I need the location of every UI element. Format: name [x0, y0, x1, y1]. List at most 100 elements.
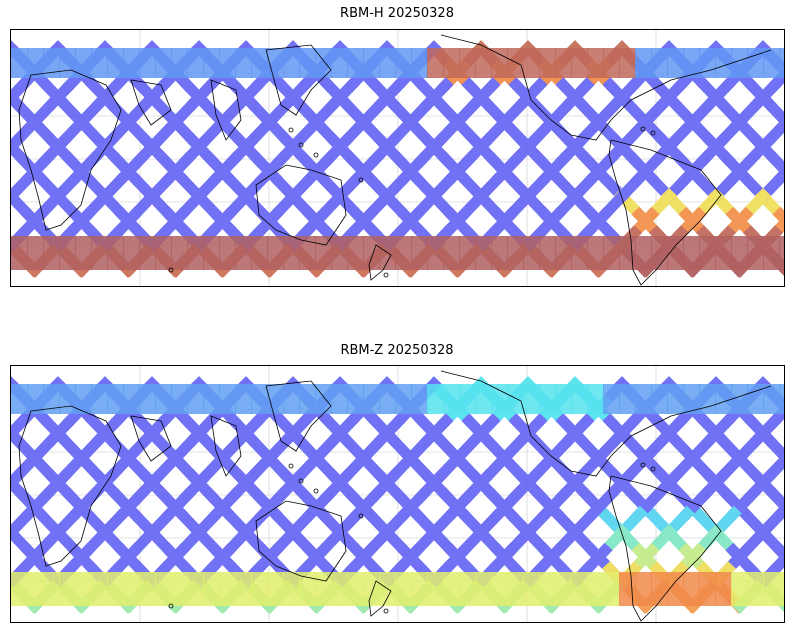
north-band-cell — [395, 48, 412, 78]
coastline-path — [608, 475, 722, 622]
south-band-cell — [235, 236, 252, 270]
south-band-cell — [267, 236, 284, 270]
south-band-cell — [571, 572, 588, 606]
swath-segment — [11, 77, 31, 106]
south-band-cell — [91, 236, 108, 270]
north-band-cell — [427, 48, 444, 78]
south-band-cell — [251, 236, 268, 270]
south-band-cell — [507, 572, 524, 606]
south-band-cell — [571, 236, 588, 270]
north-band-cell — [555, 48, 572, 78]
coastline-path — [255, 164, 347, 246]
north-band-cell — [283, 48, 300, 78]
coastline-path — [265, 380, 332, 452]
coastline-path — [130, 415, 172, 462]
south-band-cell — [459, 572, 476, 606]
north-band-cell — [107, 384, 124, 414]
north-band-cell — [619, 48, 636, 78]
north-band-cell — [171, 48, 188, 78]
north-band-cell — [667, 384, 684, 414]
south-band-cell — [651, 572, 668, 606]
south-band-cell — [667, 236, 684, 270]
south-band-cell — [411, 236, 428, 270]
south-band-cell — [43, 236, 60, 270]
coastline-path — [265, 44, 332, 116]
north-band-cell — [235, 384, 252, 414]
north-band-cell — [27, 48, 44, 78]
coastline-path — [368, 580, 392, 617]
north-band-cell — [315, 48, 332, 78]
south-band-cell — [779, 236, 784, 270]
island-mark — [383, 272, 389, 278]
south-band-cell — [619, 572, 636, 606]
south-band-cell — [139, 236, 156, 270]
south-band-cell — [523, 572, 540, 606]
south-band-cell — [107, 572, 124, 606]
south-band-cell — [139, 572, 156, 606]
south-band-cell — [315, 236, 332, 270]
north-band-cell — [443, 48, 460, 78]
south-band-cell — [731, 572, 748, 606]
north-band-cell — [331, 48, 348, 78]
south-band-cell — [203, 236, 220, 270]
south-band-cell — [715, 236, 732, 270]
north-band-cell — [59, 48, 76, 78]
north-band-cell — [363, 384, 380, 414]
south-band-cell — [331, 236, 348, 270]
north-band-cell — [587, 48, 604, 78]
north-band-cell — [91, 48, 108, 78]
north-band-cell — [171, 384, 188, 414]
coastlines — [18, 370, 772, 622]
south-band-cell — [219, 236, 236, 270]
north-band-cell — [539, 384, 556, 414]
north-band-cell — [395, 384, 412, 414]
north-band-cell — [251, 48, 268, 78]
south-band-cell — [555, 572, 572, 606]
north-band-cell — [11, 384, 28, 414]
south-band-cell — [587, 236, 604, 270]
north-band-cell — [107, 48, 124, 78]
south-band-cell — [235, 572, 252, 606]
north-band-cell — [187, 48, 204, 78]
north-band-cell — [11, 48, 28, 78]
north-band-cell — [475, 48, 492, 78]
island-mark — [288, 463, 294, 469]
north-band-cell — [43, 48, 60, 78]
south-band-cell — [763, 572, 780, 606]
north-band-cell — [363, 48, 380, 78]
north-band-cell — [459, 48, 476, 78]
coastline-path — [18, 69, 122, 231]
south-band-cell — [523, 236, 540, 270]
coastline-path — [210, 79, 242, 141]
north-band-cell — [443, 384, 460, 414]
coastline-path — [255, 500, 347, 582]
south-band-cell — [731, 236, 748, 270]
north-band-cell — [683, 384, 700, 414]
south-band-cell — [619, 236, 636, 270]
map-svg-bottom — [11, 366, 784, 622]
island-mark — [298, 478, 304, 484]
south-band-cell — [443, 572, 460, 606]
north-band-cell — [603, 384, 620, 414]
south-band-cell — [171, 572, 188, 606]
north-band-cell — [379, 384, 396, 414]
north-band-cell — [699, 384, 716, 414]
north-band-cell — [155, 48, 172, 78]
north-band-cell — [219, 384, 236, 414]
south-band-cell — [395, 236, 412, 270]
north-band-cell — [571, 384, 588, 414]
south-band-cell — [123, 572, 140, 606]
south-band-cell — [107, 236, 124, 270]
north-band-cell — [763, 384, 780, 414]
island-mark — [288, 127, 294, 133]
north-band-cell — [763, 48, 780, 78]
south-band-cell — [475, 236, 492, 270]
south-band-cell — [363, 236, 380, 270]
north-band-cell — [635, 384, 652, 414]
coastline-path — [130, 79, 172, 126]
north-band-cell — [651, 384, 668, 414]
island-mark — [640, 126, 646, 132]
north-band-cell — [59, 384, 76, 414]
north-band-cell — [731, 48, 748, 78]
island-mark — [650, 466, 656, 472]
